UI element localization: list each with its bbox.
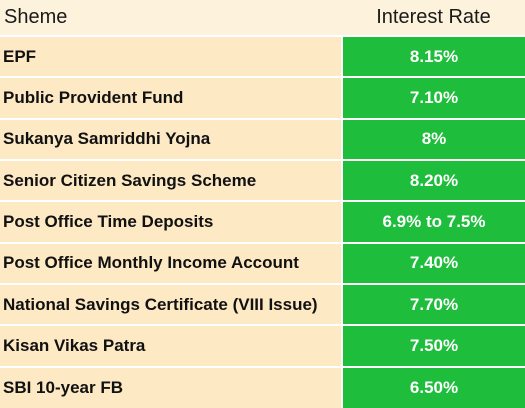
interest-rate-cell: 7.10% [341,76,525,119]
table-row: Sukanya Samriddhi Yojna 8% [0,117,525,160]
interest-rate-cell: 7.70% [341,282,525,326]
scheme-name-cell: Public Provident Fund [0,76,342,119]
table-row: Senior Citizen Savings Scheme 8.20% [0,158,525,202]
scheme-name-cell: National Savings Certificate (VIII Issue… [0,282,342,326]
table-row: Public Provident Fund 7.10% [0,76,525,119]
header-interest-rate: Interest Rate [342,0,525,37]
scheme-name-cell: Senior Citizen Savings Scheme [0,158,342,202]
scheme-name-cell: Kisan Vikas Patra [0,324,342,367]
scheme-name-cell: Sukanya Samriddhi Yojna [0,117,342,160]
table-header-row: Sheme Interest Rate [0,0,525,37]
interest-rate-cell: 7.40% [341,241,525,284]
table-row: Post Office Time Deposits 6.9% to 7.5% [0,200,525,243]
scheme-name-cell: SBI 10-year FB [0,365,342,408]
table-row: Post Office Monthly Income Account 7.40% [0,241,525,284]
table-row: Kisan Vikas Patra 7.50% [0,324,525,367]
scheme-name-cell: Post Office Time Deposits [0,200,342,243]
table-row: National Savings Certificate (VIII Issue… [0,282,525,326]
interest-rate-cell: 7.50% [341,324,525,367]
scheme-name-cell: Post Office Monthly Income Account [0,241,342,284]
interest-rate-cell: 6.9% to 7.5% [341,200,525,243]
interest-rate-cell: 8.20% [341,158,525,202]
interest-rate-cell: 8% [341,117,525,160]
interest-rate-cell: 8.15% [341,34,525,78]
scheme-name-cell: EPF [0,34,342,78]
header-scheme: Sheme [0,0,342,37]
table-row: EPF 8.15% [0,34,525,78]
interest-rate-cell: 6.50% [341,365,525,408]
table-row: SBI 10-year FB 6.50% [0,365,525,408]
